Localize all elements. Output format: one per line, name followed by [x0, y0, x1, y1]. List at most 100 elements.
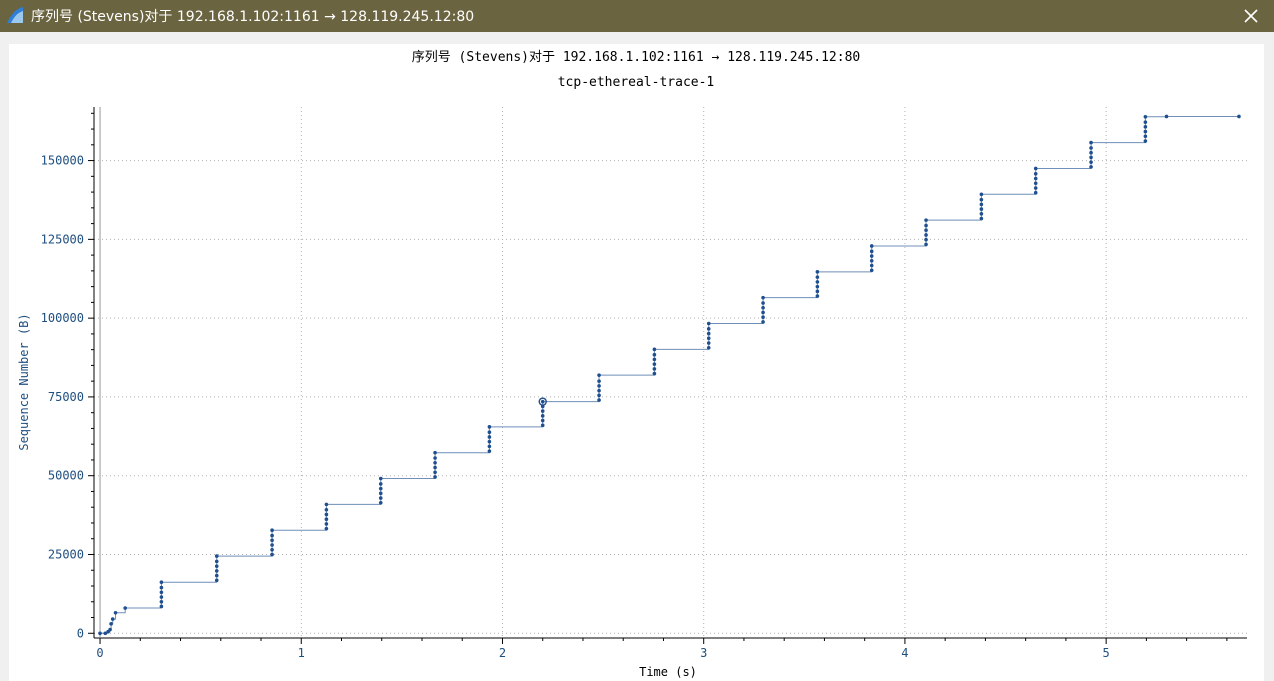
data-point — [214, 578, 219, 583]
data-point — [1033, 186, 1038, 190]
data-point — [761, 301, 765, 305]
data-point — [815, 280, 820, 284]
data-point — [761, 295, 765, 300]
data-point — [324, 507, 329, 512]
data-point — [815, 275, 820, 279]
data-point — [324, 526, 329, 531]
y-tick-label: 125000 — [41, 232, 84, 246]
data-point — [270, 552, 274, 557]
data-point — [979, 212, 984, 216]
data-point — [652, 352, 657, 357]
chart-subtitle: tcp-ethereal-trace-1 — [558, 75, 715, 90]
x-tick-label: 4 — [901, 646, 908, 660]
data-point — [108, 627, 112, 632]
sequence-graph[interactable]: 序列号 (Stevens)对于 192.168.1.102:1161 → 128… — [9, 44, 1264, 681]
y-axis-label: Sequence Number (B) — [17, 313, 31, 450]
data-point — [433, 475, 437, 479]
data-point — [378, 486, 383, 491]
data-point — [1164, 114, 1169, 119]
data-point — [979, 197, 984, 202]
data-point — [159, 595, 164, 599]
data-point — [815, 289, 820, 294]
data-point — [869, 268, 874, 273]
close-icon — [1244, 9, 1258, 23]
y-tick-label: 75000 — [48, 390, 84, 404]
data-point — [597, 388, 601, 393]
data-point — [487, 444, 492, 449]
data-point — [159, 604, 164, 609]
data-point — [652, 367, 657, 371]
data-point — [1237, 114, 1241, 119]
data-points — [98, 114, 1241, 636]
data-point — [652, 371, 657, 376]
data-point — [924, 218, 928, 222]
data-point — [433, 456, 437, 460]
x-tick-label: 2 — [499, 646, 506, 660]
data-point — [540, 414, 545, 418]
data-point — [270, 543, 274, 547]
data-point — [487, 449, 492, 453]
data-point — [1033, 176, 1038, 181]
data-point — [113, 610, 118, 615]
data-point — [597, 393, 601, 398]
data-point — [1143, 134, 1148, 139]
data-point — [979, 207, 984, 211]
data-point — [1089, 146, 1093, 150]
data-point — [540, 409, 545, 413]
data-point — [98, 631, 102, 636]
data-point — [540, 399, 545, 404]
data-point — [1143, 120, 1148, 124]
y-tick-label: 50000 — [48, 469, 84, 483]
data-point — [378, 491, 383, 496]
data-point — [159, 599, 164, 604]
data-point — [1089, 140, 1093, 145]
x-tick-label: 1 — [298, 646, 305, 660]
data-point — [214, 573, 219, 578]
data-point — [123, 606, 127, 610]
data-point — [1089, 150, 1093, 155]
data-point — [706, 327, 711, 331]
wireshark-fin-icon — [7, 7, 23, 23]
data-point — [540, 423, 545, 428]
data-point — [433, 470, 437, 475]
data-point — [706, 321, 711, 326]
data-point — [324, 517, 329, 521]
data-point — [1033, 190, 1038, 195]
data-point — [1143, 125, 1148, 129]
data-point — [103, 631, 108, 636]
data-point — [706, 345, 711, 350]
data-point — [979, 192, 984, 197]
data-point — [324, 502, 329, 507]
data-point — [761, 305, 765, 310]
data-point — [159, 585, 164, 590]
data-point — [159, 580, 164, 585]
data-point — [214, 559, 219, 564]
data-point — [487, 439, 492, 444]
data-point — [324, 522, 329, 526]
y-tick-label: 25000 — [48, 547, 84, 561]
data-point — [1089, 155, 1093, 160]
y-tick-label: 0 — [77, 626, 84, 640]
grid — [94, 107, 1247, 638]
close-button[interactable] — [1228, 0, 1274, 32]
data-point — [1089, 165, 1093, 169]
x-axis-label: Time (s) — [639, 665, 697, 679]
data-point — [706, 331, 711, 336]
axes: 0 1 2 3 4 5 0 25000 50000 75000 100000 125000 150000 — [41, 107, 1247, 660]
data-point — [378, 496, 383, 500]
data-point — [270, 528, 274, 533]
data-point — [433, 465, 437, 470]
data-point — [214, 564, 219, 568]
data-point — [597, 373, 601, 377]
x-tick-label: 5 — [1103, 646, 1110, 660]
y-tick-label: 150000 — [41, 154, 84, 168]
graph-panel[interactable]: 序列号 (Stevens)对于 192.168.1.102:1161 → 128… — [9, 44, 1264, 681]
data-point — [487, 435, 492, 439]
data-point — [869, 258, 874, 263]
window-title: 序列号 (Stevens)对于 192.168.1.102:1161 → 128… — [31, 9, 475, 25]
data-point — [869, 244, 874, 248]
data-point — [214, 569, 219, 573]
data-point — [1033, 166, 1038, 171]
data-point — [270, 538, 274, 543]
data-point — [652, 347, 657, 352]
